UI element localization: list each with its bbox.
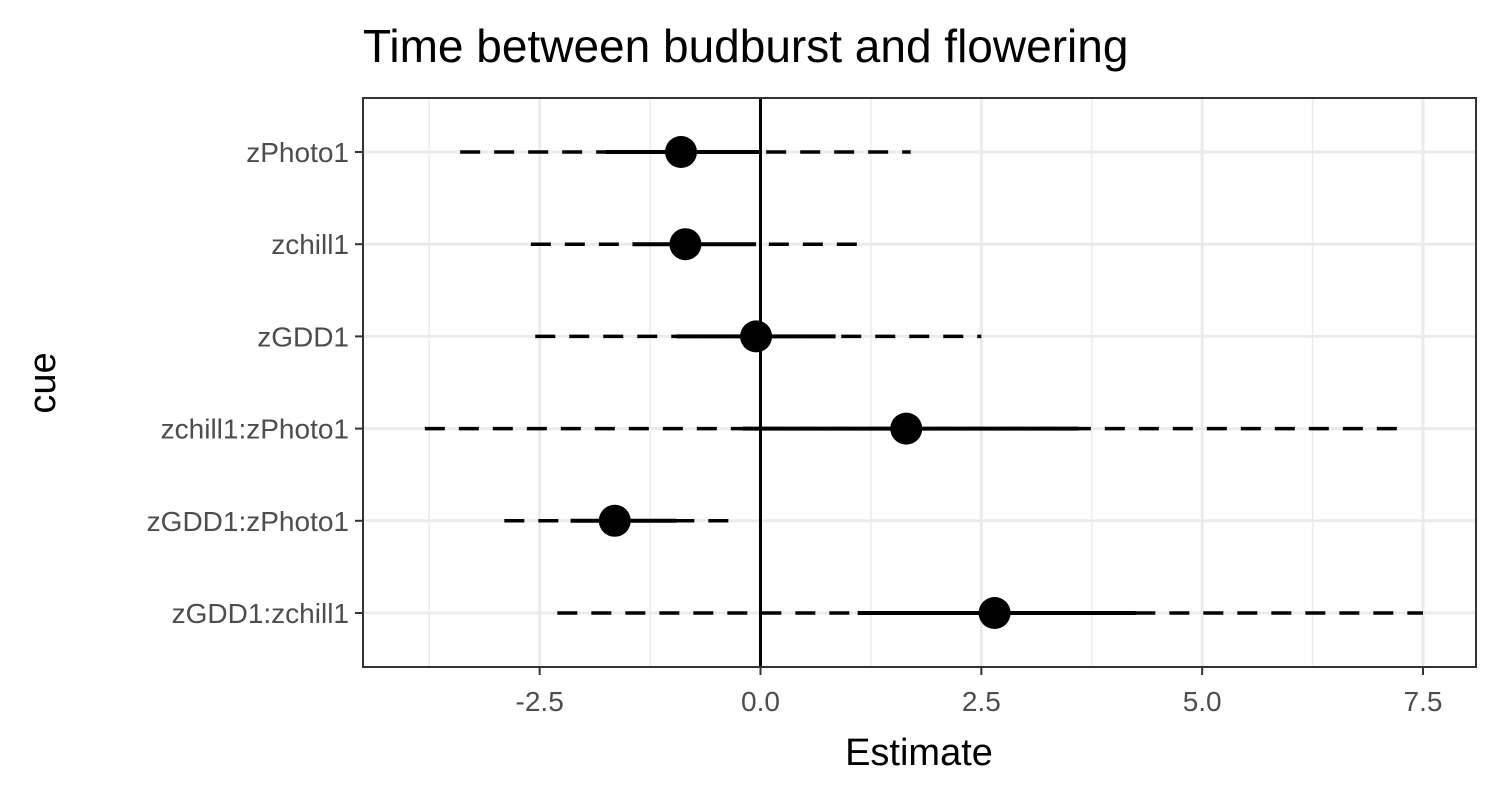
estimate-point [890,412,923,445]
y-tick-label: zchill1 [271,229,349,260]
y-axis-ticks: zPhoto1 zchill1 zGDD1 zchill1:zPhoto1 zGDD1:… [147,137,363,629]
estimate-point [740,320,773,353]
y-tick-label: zchill1:zPhoto1 [161,414,349,445]
y-tick-label: zGDD1:zPhoto1 [147,506,349,537]
grid-minor [428,98,1314,667]
y-tick-label: zGDD1 [257,321,349,352]
x-tick-label: 0.0 [741,686,780,717]
chart-title: Time between budburst and flowering [363,20,1128,72]
x-axis-title: Estimate [845,732,993,774]
estimate-point [978,597,1011,629]
y-axis-title: cue [22,352,64,413]
x-tick-label: -2.5 [516,686,564,717]
estimate-point [669,228,702,261]
x-tick-label: 7.5 [1404,686,1443,717]
y-tick-label: zGDD1:zchill1 [172,598,349,629]
x-axis-ticks: -2.5 0.0 2.5 5.0 7.5 [516,667,1443,717]
estimate-point [665,136,697,168]
panel-border [362,97,1477,668]
x-tick-label: 5.0 [1183,686,1222,717]
estimate-point [598,504,631,537]
y-tick-label: zPhoto1 [246,137,349,168]
grid-major [363,98,1476,667]
interval-layer [424,150,1423,615]
point-layer [598,136,1011,629]
x-tick-label: 2.5 [962,686,1001,717]
